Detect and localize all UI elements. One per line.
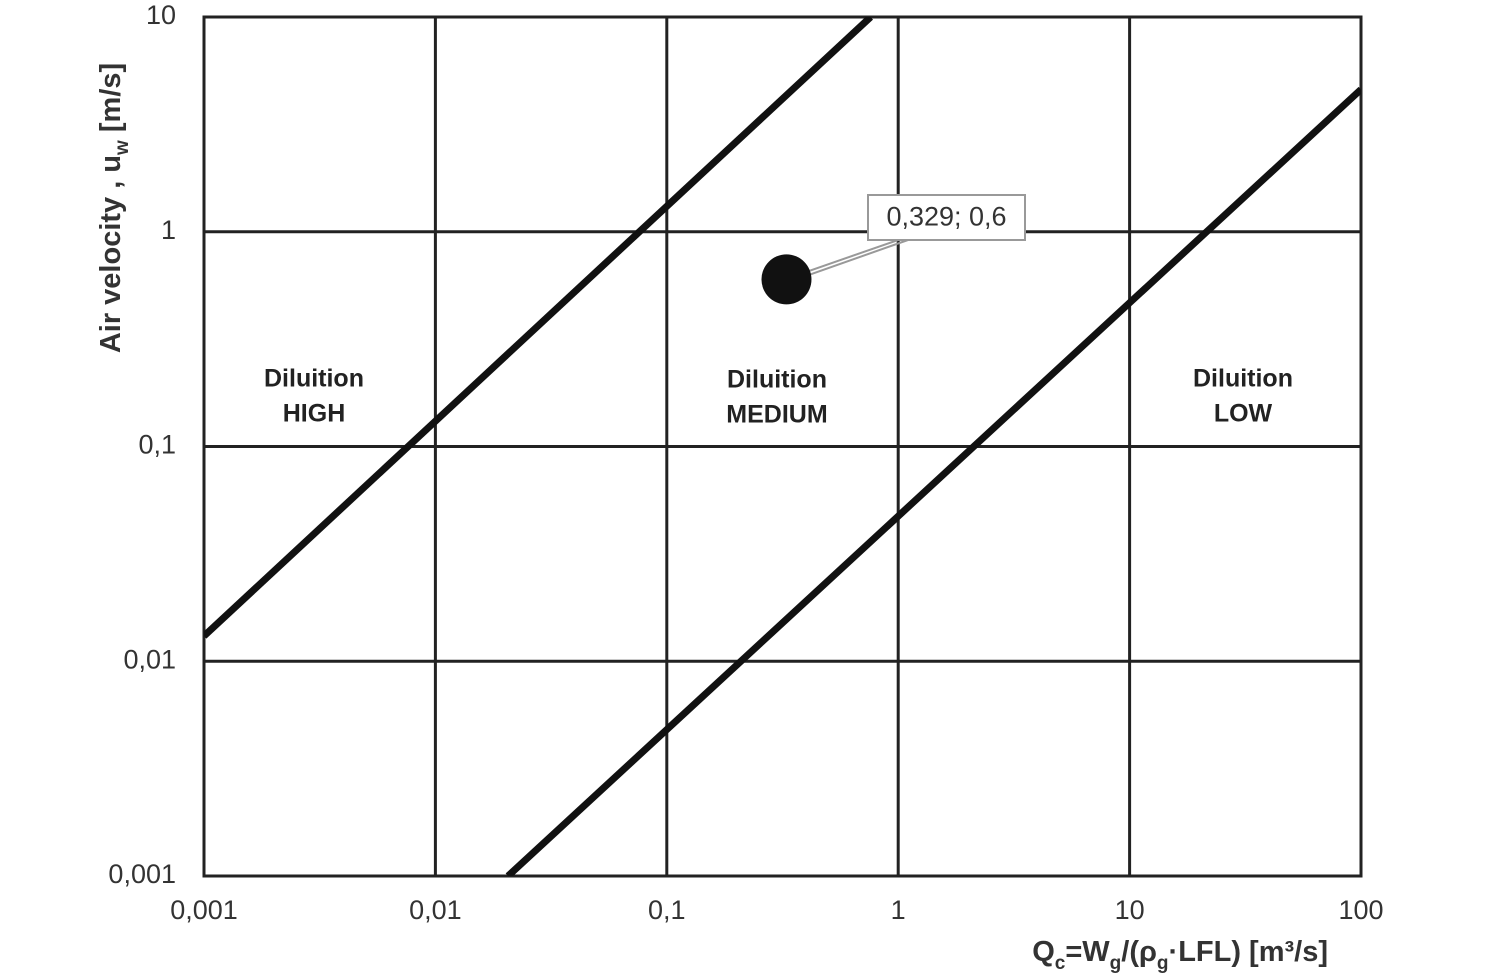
x-axis-label-part: c [1055,953,1066,974]
series-line [505,86,1361,876]
region-label: HIGH [283,400,346,428]
x-tick-label: 1 [891,895,906,925]
region-label: LOW [1214,400,1273,428]
region-label: Diluition [264,365,364,393]
x-axis-label: Qc=Wg/(ρg·LFL) [m³/s] [1032,936,1328,974]
annotation: 0,329; 0,6 [886,202,1006,232]
region-label: Diluition [727,366,827,394]
y-tick-label: 0,001 [108,859,176,889]
x-tick-label: 10 [1115,895,1145,925]
x-tick-label: 0,001 [170,895,238,925]
annotation-box [867,194,1026,241]
y-axis-label: Air velocity , uw [m/s] [95,63,133,353]
plot-lines [204,17,1361,876]
x-tick-label: 0,1 [648,895,686,925]
y-axis-label-part: Air velocity , u [95,155,127,353]
region-label: MEDIUM [726,401,827,429]
region-label: Diluition [1193,365,1293,393]
x-tick-label: 100 [1338,895,1383,925]
y-tick-label: 1 [161,215,176,245]
plot-frame [202,15,1363,878]
y-tick-label: 0,1 [138,430,176,460]
x-axis-label-part: =W [1065,936,1110,968]
x-tick-label: 0,01 [409,895,462,925]
y-axis-label-part: w [112,140,133,156]
x-axis-label-part: /(ρ [1121,936,1157,968]
y-axis-label-part: [m/s] [95,63,127,140]
x-axis-label-part: Q [1032,936,1055,968]
data-point [761,254,812,305]
x-axis-label-part: ·LFL) [m³/s] [1169,936,1328,968]
y-tick-label: 0,01 [123,644,176,674]
y-tick-label: 10 [146,0,176,30]
x-axis-label-part: g [1110,953,1122,974]
x-axis-label-part: g [1157,953,1169,974]
series-line [204,17,874,639]
